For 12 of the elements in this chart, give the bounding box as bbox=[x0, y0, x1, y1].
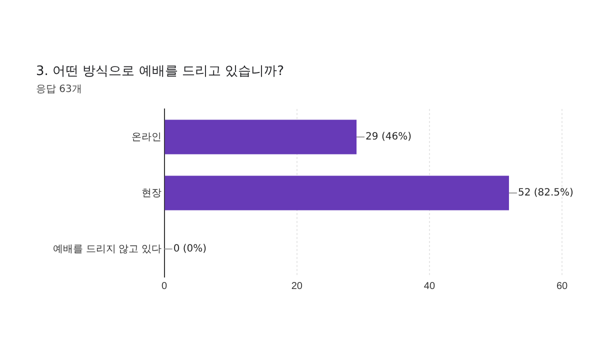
x-tick-label: 20 bbox=[291, 280, 303, 292]
x-tick-label: 60 bbox=[556, 280, 568, 292]
x-tick-label: 40 bbox=[424, 280, 436, 292]
data-label: 29 (46%) bbox=[366, 132, 412, 143]
data-label: 0 (0%) bbox=[173, 244, 207, 255]
chart-title: 3. 어떤 방식으로 예배를 드리고 있습니까? bbox=[36, 63, 284, 80]
y-tick-label: 현장 bbox=[141, 188, 162, 199]
y-tick-label: 온라인 bbox=[131, 132, 162, 143]
x-tick-label: 0 bbox=[162, 280, 168, 292]
text: 응답 63개 bbox=[36, 83, 82, 96]
data-label: 52 (82.5%) bbox=[518, 188, 574, 199]
y-tick-label: 예배를 드리지 않고 있다 bbox=[52, 244, 162, 255]
